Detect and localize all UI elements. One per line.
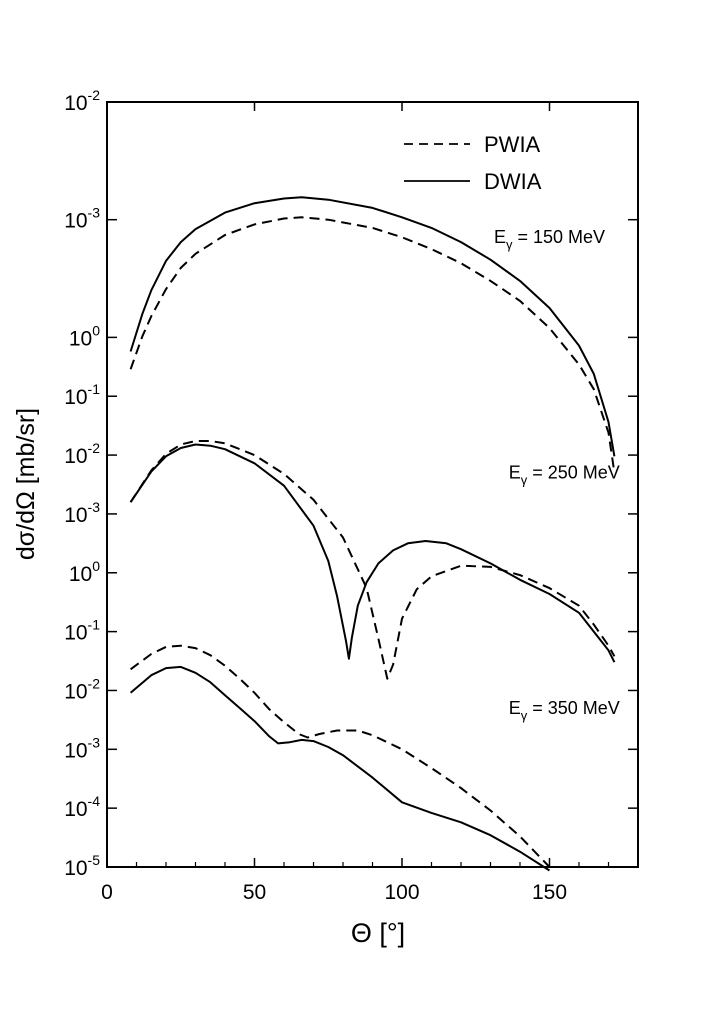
x-tick-label: 100 [384, 881, 419, 904]
y-tick-label: 10-1 [64, 617, 100, 645]
y-tick-label: 10-2 [64, 440, 100, 468]
series-dwia-150mev [129, 196, 616, 457]
y-tick-label-base: 10 [69, 327, 92, 350]
y-tick-label-base: 10 [64, 857, 87, 880]
y-tick-label-base: 10 [64, 445, 87, 468]
y-tick-label-exponent: -2 [88, 87, 101, 103]
y-tick-label-base: 10 [64, 386, 87, 409]
annotation-subscript: γ [521, 708, 528, 723]
y-tick-label-base: 10 [64, 739, 87, 762]
y-tick-label-exponent: -3 [88, 499, 101, 515]
y-tick-label-exponent: -2 [88, 440, 101, 456]
energy-annotation: Eγ = 350 MeV [509, 698, 620, 723]
series-dwia-250mev [129, 443, 616, 663]
y-tick-label: 10-3 [64, 734, 100, 762]
x-tick-label: 50 [243, 881, 266, 904]
y-tick-label: 100 [69, 322, 100, 350]
y-axis-label: dσ/dΩ [mb/sr] [12, 408, 40, 560]
y-tick-label-exponent: -4 [88, 793, 101, 809]
legend-label-pwia: PWIA [484, 132, 541, 157]
annotation-base: E [494, 227, 506, 247]
annotation-base: E [509, 698, 521, 718]
y-tick-label-base: 10 [64, 210, 87, 233]
y-tick-label-base: 10 [64, 622, 87, 645]
annotation-text: = 250 MeV [527, 463, 620, 483]
y-tick-label: 100 [69, 558, 100, 586]
y-tick-label: 10-2 [64, 87, 100, 115]
y-tick-label: 10-2 [64, 675, 100, 703]
y-tick-label-exponent: -5 [88, 852, 101, 868]
annotation-subscript: γ [506, 237, 513, 252]
x-tick-label: 0 [101, 881, 113, 904]
series-pwia-150mev [129, 216, 616, 473]
annotation-subscript: γ [521, 473, 528, 488]
plot-frame [106, 101, 639, 868]
series-pwia-350mev [130, 644, 551, 868]
y-tick-label-base: 10 [64, 92, 87, 115]
y-tick-label-exponent: -3 [88, 734, 101, 750]
y-tick-label-exponent: 0 [92, 322, 100, 338]
annotation-text: = 150 MeV [512, 227, 605, 247]
annotation-base: E [509, 463, 521, 483]
series-dwia-350mev [129, 665, 551, 872]
y-tick-label: 10-3 [64, 499, 100, 527]
y-tick-label-base: 10 [69, 563, 92, 586]
y-tick-label-exponent: -1 [88, 381, 101, 397]
legend-label-dwia: DWIA [484, 169, 542, 194]
y-tick-label-base: 10 [64, 504, 87, 527]
y-tick-label-exponent: -2 [88, 675, 101, 691]
y-tick-label: 10-3 [64, 205, 100, 233]
series-pwia-250mev [129, 440, 616, 680]
legend: PWIA DWIA [404, 132, 542, 194]
series-layer [129, 196, 616, 872]
ticks-layer: 0 50 100 15010-210-310010-110-210-310010-11… [64, 87, 638, 904]
x-tick-label: 150 [532, 881, 567, 904]
x-axis-label: Θ [°] [351, 918, 405, 948]
y-tick-label-base: 10 [64, 798, 87, 821]
y-tick-label-exponent: -3 [88, 205, 101, 221]
y-tick-label: 10-4 [64, 793, 100, 821]
y-tick-label: 10-1 [64, 381, 100, 409]
y-tick-label-exponent: 0 [92, 558, 100, 574]
y-tick-label-base: 10 [64, 680, 87, 703]
energy-annotation: Eγ = 150 MeV [494, 227, 605, 252]
annotation-text: = 350 MeV [527, 698, 620, 718]
y-tick-label-exponent: -1 [88, 617, 101, 633]
energy-annotation: Eγ = 250 MeV [509, 463, 620, 488]
y-tick-label: 10-5 [64, 852, 100, 880]
